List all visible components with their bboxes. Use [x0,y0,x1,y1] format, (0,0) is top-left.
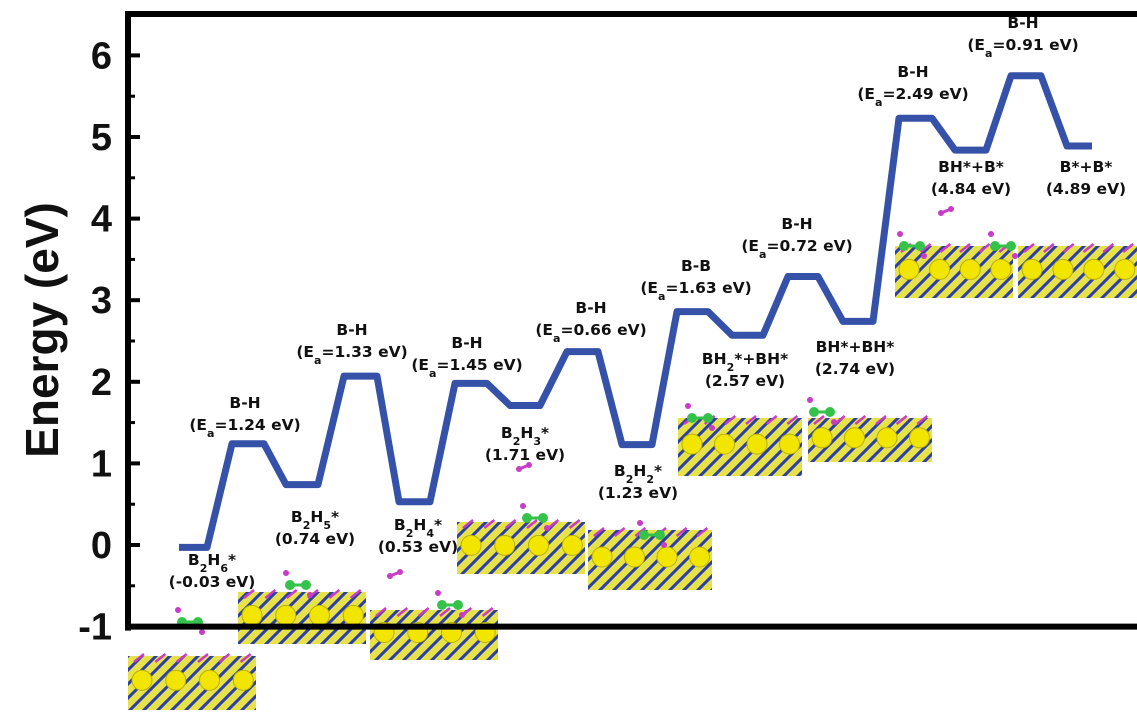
activation-energy-label: (Ea=1.33 eV) [296,343,407,367]
surface-structure [678,415,802,476]
y-axis-label: Energy (eV) [16,202,68,458]
surface-structure [238,589,366,644]
bond-label: B-H [451,334,482,352]
surface-structure [128,653,256,710]
state-label: B2H3* [501,424,549,448]
state-energy-label: (1.71 eV) [485,446,565,464]
h2-molecule [516,462,532,472]
surface-structure [457,519,585,574]
surface-structure [808,415,932,462]
adsorbate-molecule [520,503,550,531]
bond-label: B-H [229,394,260,412]
activation-energy-label: (Ea=1.45 eV) [411,356,522,380]
state-energy-label: (4.84 eV) [931,180,1011,198]
bond-label: B-H [336,321,367,339]
bond-label: B-B [681,257,711,275]
h2-molecule [938,206,954,216]
state-energy-label: (-0.03 eV) [169,573,256,591]
bond-label: B-H [897,63,928,81]
state-label: B2H5* [291,508,339,532]
adsorbate-molecule [897,231,927,259]
surface-structure [588,527,712,590]
y-tick-label: 3 [91,280,112,322]
activation-energy-label: (Ea=2.49 eV) [857,85,968,109]
bond-label: B-H [1007,14,1038,32]
state-label: BH2*+BH* [702,350,788,374]
activation-energy-label: (Ea=0.72 eV) [741,237,852,261]
surface-structure [895,243,1013,298]
adsorbate-molecule [283,570,313,598]
y-tick-label: 1 [91,443,112,485]
y-tick-label: -1 [78,607,112,649]
state-energy-label: (0.53 eV) [378,538,458,556]
activation-energy-label: (Ea=0.66 eV) [535,321,646,345]
y-tick-label: 5 [91,117,112,159]
activation-energy-label: (Ea=1.63 eV) [640,279,751,303]
state-label: BH*+BH* [816,338,895,356]
adsorbate-molecule [807,397,837,425]
state-energy-label: (1.23 eV) [598,484,678,502]
state-energy-label: (2.74 eV) [815,360,895,378]
y-tick-label: 6 [91,35,112,77]
surface-structure [1018,243,1137,298]
state-label: B*+B* [1060,158,1113,176]
adsorbate-molecule [435,590,465,618]
energy-profile-line [179,72,1092,551]
activation-energy-label: (Ea=0.91 eV) [967,36,1078,60]
adsorbate-molecule [637,520,667,548]
surface-structure-images [128,206,1137,710]
state-energy-label: (0.74 eV) [275,530,355,548]
state-label: BH*+B* [938,158,1004,176]
y-tick-label: 2 [91,362,112,404]
bond-label: B-H [575,299,606,317]
state-energy-label: (4.89 eV) [1046,180,1126,198]
state-label: B2H6* [188,551,236,575]
adsorbate-molecule [988,231,1018,259]
activation-energy-label: (Ea=1.24 eV) [189,416,300,440]
h2-molecule [387,569,403,579]
y-tick-label: 0 [91,525,112,567]
adsorbate-molecule [175,607,205,635]
surface-structure [370,607,498,660]
state-energy-label: (2.57 eV) [705,372,785,390]
adsorbate-molecule [685,403,715,431]
axes: -1 0 1 2 3 4 5 6 [78,11,1137,649]
bond-label: B-H [781,215,812,233]
state-label: B2H4* [394,516,442,540]
annotations: B2H6*(-0.03 eV) B-H (Ea=1.24 eV) B2H5*(0.74… [169,14,1127,591]
state-label: B2H2* [614,462,662,486]
energy-profile [179,72,1092,551]
y-tick-label: 4 [91,199,112,241]
